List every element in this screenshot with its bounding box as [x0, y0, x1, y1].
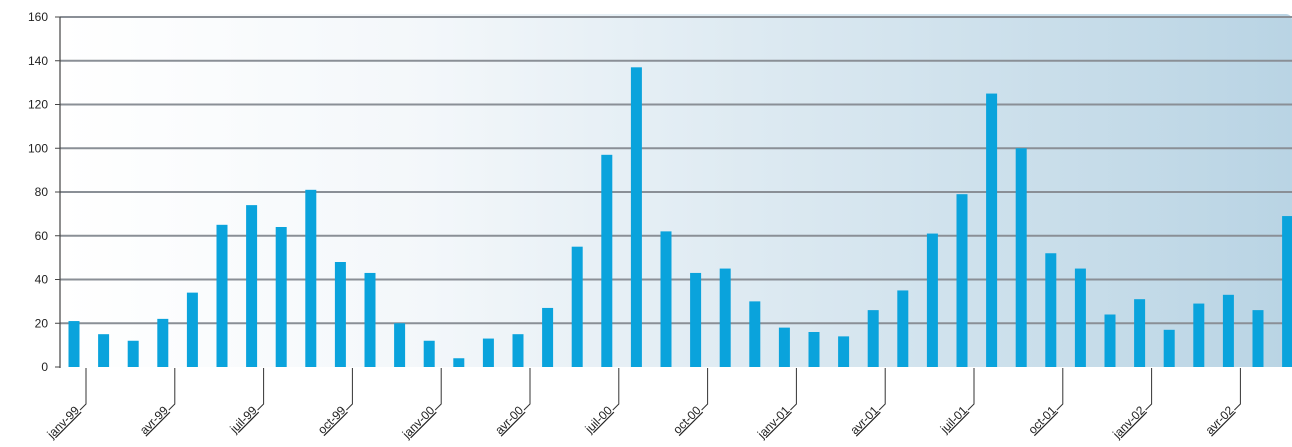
bar: [1163, 329, 1175, 367]
x-tick-connector: [878, 368, 886, 411]
x-tick-label: oct-00: [670, 403, 704, 437]
bar: [305, 189, 317, 367]
x-tick-connector: [434, 368, 442, 411]
plot-background: [60, 14, 1292, 367]
bar: [749, 301, 761, 367]
bar: [394, 323, 406, 367]
bar: [660, 231, 672, 367]
y-tick-label: 80: [35, 185, 49, 199]
bar: [986, 93, 998, 367]
bar: [1222, 294, 1234, 367]
x-tick-connector: [168, 368, 176, 411]
y-tick-label: 40: [35, 273, 49, 287]
x-tick-label: juil-01: [937, 403, 970, 436]
x-tick-label: avr-02: [1203, 403, 1237, 437]
x-tick-label: oct-01: [1025, 403, 1059, 437]
x-tick-label: juil-99: [226, 403, 259, 436]
bar: [1134, 299, 1146, 367]
bar: [1015, 148, 1027, 367]
x-tick-connector: [701, 368, 709, 411]
x-tick-label: avr-99: [137, 403, 171, 437]
bar: [897, 290, 909, 367]
bar: [275, 227, 287, 367]
x-tick-connector: [346, 368, 353, 411]
bar: [719, 268, 731, 367]
bar: [1282, 216, 1292, 367]
bar: [334, 262, 346, 367]
x-tick-connector: [79, 368, 87, 411]
x-tick-label: janv-02: [1109, 403, 1148, 442]
y-tick-label: 160: [28, 10, 48, 24]
bar: [98, 334, 110, 367]
bar: [867, 310, 879, 367]
bar: [127, 340, 139, 367]
x-tick-label: avr-00: [492, 403, 526, 437]
y-tick-label: 120: [28, 98, 48, 112]
x-tick-label: janv-00: [399, 403, 438, 442]
x-tick-connector: [790, 368, 797, 411]
bar: [808, 332, 820, 367]
bar: [778, 327, 790, 367]
bar: [690, 272, 702, 367]
bar: [186, 292, 198, 367]
bar: [956, 194, 968, 367]
x-tick-label: avr-01: [847, 403, 881, 437]
y-tick-label: 60: [35, 229, 49, 243]
bar: [542, 307, 554, 367]
bar: [68, 321, 80, 367]
bar: [1104, 314, 1116, 367]
y-tick-label: 20: [35, 316, 49, 330]
bar: [838, 336, 850, 367]
bar: [630, 67, 642, 367]
bar: [571, 246, 583, 367]
y-tick-label: 0: [41, 360, 48, 374]
x-tick-connector: [612, 368, 620, 411]
y-tick-label: 140: [28, 54, 48, 68]
x-tick-connector: [1234, 368, 1241, 411]
x-tick-label: oct-99: [315, 403, 349, 437]
x-tick-connector: [523, 368, 531, 411]
y-axis-tick-labels: 0 20 40 60 80 100 120 140 160: [28, 10, 60, 374]
bar: [1045, 253, 1057, 367]
bar: [246, 205, 258, 367]
x-tick-label: janv-01: [754, 403, 793, 442]
bar: [157, 318, 169, 367]
bar: [512, 334, 524, 367]
x-tick-label: juil-00: [582, 403, 615, 436]
bar: [216, 224, 228, 367]
x-tick-connector: [967, 368, 975, 411]
y-tick-label: 100: [28, 141, 48, 155]
bar: [1193, 303, 1205, 367]
x-tick-label: janv-99: [44, 403, 83, 442]
bar: [453, 358, 465, 367]
bar: [482, 338, 494, 367]
bar: [364, 272, 376, 367]
x-tick-connector: [1056, 368, 1064, 411]
bar: [601, 154, 613, 367]
x-axis-tick-labels: janv-99 avr-99 juil-99 oct-99 janv-00 avr-00 j…: [44, 368, 1241, 442]
bar: [1074, 268, 1086, 367]
bar: [423, 340, 435, 367]
gridlines: [60, 16, 1292, 325]
bars: [68, 67, 1292, 367]
x-tick-connector: [257, 368, 265, 411]
bar: [1252, 310, 1264, 367]
x-tick-connector: [1145, 368, 1153, 411]
bar: [926, 233, 938, 367]
